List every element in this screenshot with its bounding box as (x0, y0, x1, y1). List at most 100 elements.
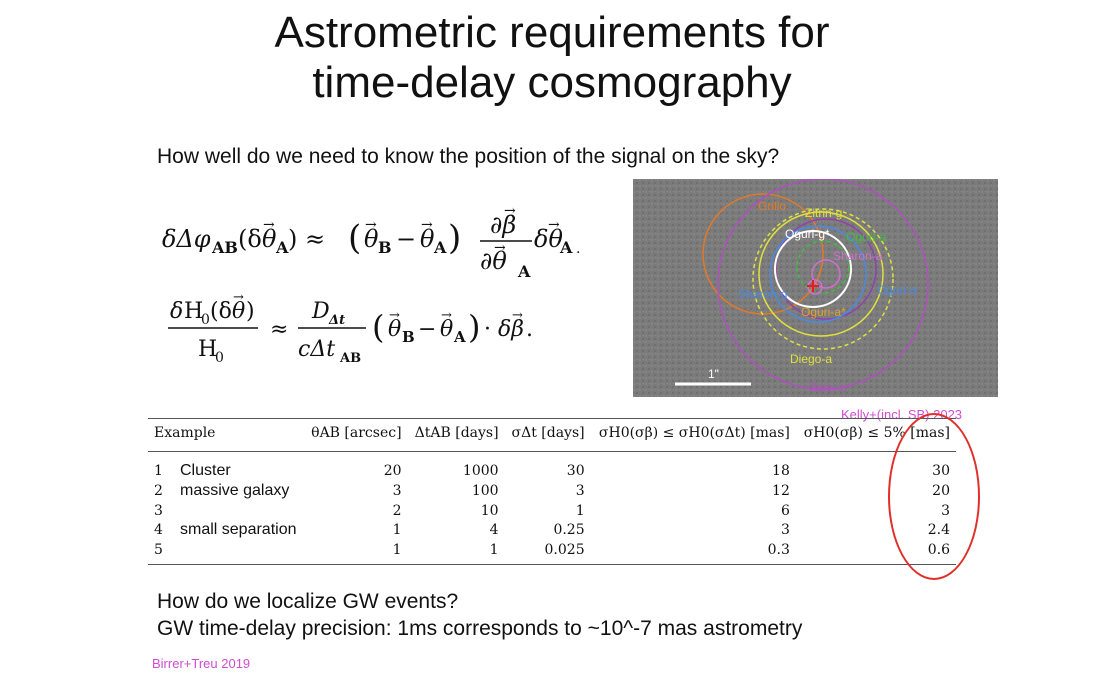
cell-sigma-dt: 1 (575, 502, 585, 519)
oguri-a-star-contour (758, 211, 884, 337)
cell-theta: 20 (383, 463, 402, 479)
oguri-g-contour (774, 230, 852, 308)
bottom-line-2: GW time-delay precision: 1ms corresponds… (157, 617, 803, 640)
header-sigma-dt: σΔt [days] (504, 418, 591, 452)
cell-label: massive galaxy (180, 482, 290, 499)
label-oguri-g-star: Oguri-g* (785, 227, 830, 241)
question-text: How well do we need to know the position… (157, 145, 780, 168)
table-row: 2 massive galaxy 3 100 3 12 20 (148, 481, 956, 501)
label-zitrin-g: Zitrin-g (805, 206, 842, 220)
svg-text:→: → (421, 217, 433, 233)
cell-theta: 3 (392, 483, 402, 499)
svg-text:−: − (396, 225, 416, 253)
source-cross-icon (807, 280, 819, 292)
svg-text:(: ( (372, 308, 384, 346)
cell-number: 4 (154, 522, 163, 538)
svg-text:·: · (484, 317, 491, 342)
svg-text:→: → (512, 308, 523, 323)
svg-text:): ) (246, 299, 255, 324)
label-zitrin-c: Zitrin-c* (809, 381, 851, 395)
table-row: 4 small separation 1 4 0.25 3 2.4 (148, 520, 956, 540)
table-row: 5 1 1 0.025 0.3 0.6 (148, 540, 956, 565)
diego-contour (752, 208, 894, 350)
svg-text:θ: θ (388, 317, 401, 342)
cell-label (174, 501, 304, 520)
svg-text:(δ: (δ (238, 225, 262, 253)
table-header-row: Example θAB [arcsec] ΔtAB [days] σΔt [da… (148, 418, 956, 452)
cell-dt: 1000 (462, 463, 499, 479)
svg-text:≈: ≈ (270, 317, 288, 342)
label-grillo: Grillo (758, 199, 786, 213)
cell-dt: 1 (407, 540, 505, 565)
equation-2-graphic: δ H 0 (δ θ → ) H 0 ≈ D Δt cΔt AB ( θ → B… (168, 290, 533, 366)
bottom-line-1: How do we localize GW events? (157, 590, 459, 613)
svg-text:θ: θ (364, 225, 379, 253)
cell-sigma-h0-1: 6 (780, 502, 790, 519)
svg-text:D: D (311, 299, 330, 324)
cell-theta: 1 (392, 522, 402, 538)
table-row: 1 Cluster 20 1000 30 18 30 (148, 452, 956, 482)
paper-credit: Birrer+Treu 2019 (152, 656, 251, 671)
svg-text:0: 0 (215, 350, 224, 366)
svg-text:θ: θ (420, 225, 435, 253)
svg-text:Δt: Δt (328, 313, 345, 328)
cell-label: small separation (180, 521, 297, 538)
cell-number: 5 (148, 540, 174, 565)
svg-text:B: B (402, 328, 415, 346)
cell-number: 3 (154, 502, 163, 519)
cell-sigma-h0-1: 18 (772, 463, 790, 479)
svg-text:H: H (184, 299, 203, 324)
equation-delta-phi: δΔφ AB (δ θ → A ) ≈ ( θ → B − θ → A ) ∂β… (162, 203, 592, 291)
title-line-1: Astrometric requirements for (274, 8, 830, 57)
label-scale: 1" (708, 367, 719, 381)
cell-number: 1 (154, 463, 163, 479)
highlight-ellipse (888, 413, 980, 580)
svg-text:(δ: (δ (210, 299, 232, 324)
cell-sigma-dt: 3 (575, 483, 585, 499)
svg-text:→: → (263, 217, 275, 233)
svg-text:AB: AB (339, 351, 361, 366)
cell-theta: 2 (392, 502, 402, 519)
cell-sigma-h0-1: 12 (772, 483, 790, 499)
cell-dt: 4 (489, 522, 499, 538)
label-oguri-blue: Oguri-a (877, 283, 917, 297)
oguri-a-contour (796, 240, 850, 294)
svg-text:.: . (526, 317, 533, 342)
svg-text:H: H (198, 337, 217, 362)
svg-text:AB: AB (211, 238, 238, 257)
table-row: 3 2 10 1 6 3 (148, 501, 956, 520)
cell-theta: 1 (303, 540, 408, 565)
svg-text:→: → (494, 240, 506, 256)
svg-text:→: → (441, 308, 452, 323)
svg-text:∂β: ∂β (490, 211, 516, 239)
svg-text:θ: θ (232, 299, 245, 324)
svg-text:): ) (448, 218, 461, 258)
cell-dt: 100 (471, 483, 499, 499)
svg-text:A: A (275, 238, 289, 257)
svg-text:δβ: δβ (498, 317, 524, 342)
label-oguri-a-star: Oguri-a* (801, 305, 846, 319)
cell-label: Cluster (180, 462, 231, 479)
svg-text:0: 0 (201, 312, 210, 328)
cell-dt: 10 (480, 502, 499, 519)
cell-label (174, 540, 304, 565)
cell-number: 2 (154, 483, 163, 499)
cell-sigma-h0-1: 0.3 (590, 540, 796, 565)
equation-1-graphic: δΔφ AB (δ θ → A ) ≈ ( θ → B − θ → A ) ∂β… (162, 203, 580, 281)
svg-text:θ: θ (262, 225, 277, 253)
svg-text:δθ: δθ (534, 225, 563, 253)
label-oguri-a: Oguri-a (846, 230, 886, 244)
label-sharon-g: Sharon-g (738, 287, 787, 301)
svg-text:cΔt: cΔt (298, 337, 335, 362)
requirements-table: Example θAB [arcsec] ΔtAB [days] σΔt [da… (148, 418, 956, 565)
header-theta: θAB [arcsec] (303, 418, 408, 452)
svg-text:→: → (389, 308, 400, 323)
svg-text:δΔφ: δΔφ (162, 225, 211, 253)
cell-sigma-h0-1: 3 (780, 522, 790, 538)
svg-text:): ) (468, 308, 480, 346)
lens-model-graphic: Grillo Zitrin-g Oguri-g* Oguri-a Sharon-… (633, 179, 998, 397)
lens-model-figure: Grillo Zitrin-g Oguri-g* Oguri-a Sharon-… (633, 179, 998, 397)
svg-text:→: → (233, 290, 244, 305)
svg-text:A: A (433, 238, 447, 257)
svg-text:→: → (504, 205, 516, 219)
